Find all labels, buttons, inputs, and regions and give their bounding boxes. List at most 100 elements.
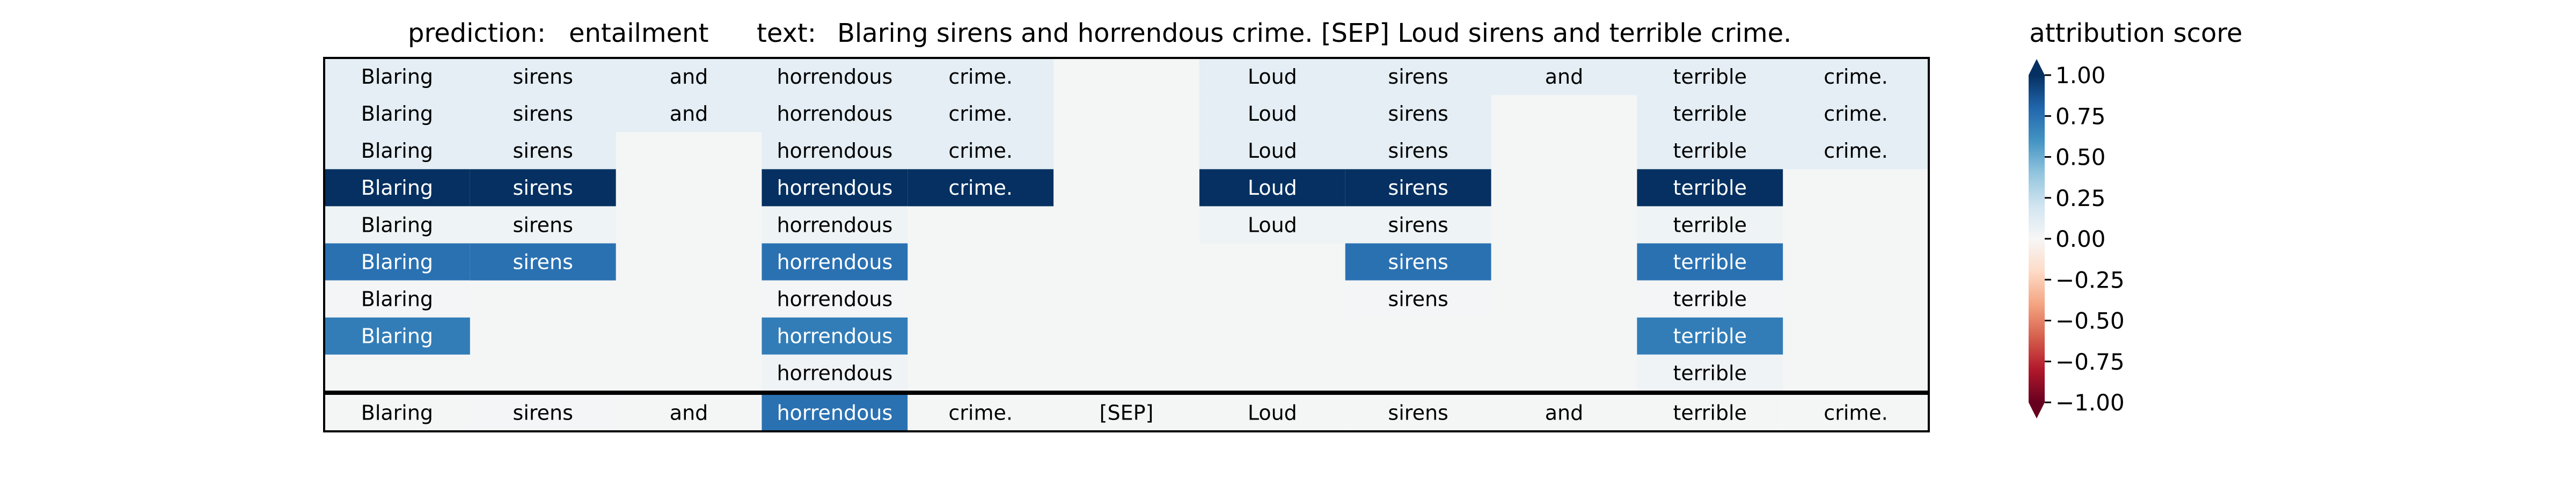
heatmap-cell (1637, 206, 1783, 244)
heatmap-cell-token: crime. (948, 65, 1013, 89)
heatmap-cell-token: and (670, 65, 708, 89)
prediction-value: entailment (569, 18, 708, 48)
colorbar-tick-label: 0.00 (2055, 226, 2106, 252)
heatmap-cell (762, 206, 908, 244)
heatmap-cell-token: Loud (1248, 139, 1297, 163)
heatmap-cell-token: horrendous (777, 65, 892, 89)
heatmap-cell-token: crime. (948, 102, 1013, 126)
colorbar-tick-label: 1.00 (2055, 62, 2106, 89)
heatmap-cell-token: crime. (948, 176, 1013, 200)
heatmap-cell-token: Blaring (361, 65, 433, 89)
heatmap-cell (324, 95, 470, 133)
heatmap-cell (470, 58, 616, 95)
heatmap-cell (324, 132, 470, 170)
heatmap-cell (1783, 58, 1929, 95)
text-value: Blaring sirens and horrendous crime. [SE… (837, 18, 1791, 48)
heatmap-cell-token: terrible (1673, 325, 1747, 348)
colorbar: 1.00 0.75 0.50 0.25 0.00 −0.25 −0.50 −0.75 −1.00 (2029, 59, 2125, 418)
colorbar-tick-label: −1.00 (2055, 390, 2125, 416)
attribution-cell (1783, 394, 1929, 431)
heatmap-cell (1199, 95, 1345, 133)
attribution-cell (1637, 394, 1783, 431)
attribution-cell (762, 394, 908, 431)
heatmap-cell-token: horrendous (777, 362, 892, 385)
heatmap-cell (908, 132, 1054, 170)
heatmap-cell (1345, 206, 1491, 244)
colorbar-title: attribution score (2029, 18, 2242, 48)
heatmap-cell-token: sirens (1388, 102, 1448, 126)
colorbar-tick-label: 0.25 (2055, 185, 2106, 211)
heatmap-cell-token: horrendous (777, 213, 892, 237)
attribution-cell-token: crime. (1824, 401, 1888, 424)
attribution-cell-token: crime. (948, 401, 1013, 424)
heatmap-cell-token: terrible (1673, 250, 1747, 274)
heatmap-cell (908, 95, 1054, 133)
heatmap-cell-token: sirens (1388, 288, 1448, 311)
heatmap-cell (1345, 169, 1491, 207)
attribution-cell-token: Blaring (361, 401, 433, 424)
attribution-cell-token: terrible (1673, 401, 1747, 424)
heatmap-cell-token: horrendous (777, 176, 892, 200)
heatmap-cell (908, 169, 1054, 207)
heatmap-cell (762, 58, 908, 95)
heatmap-cell (470, 243, 616, 281)
heatmap-cell-token: sirens (1388, 139, 1448, 163)
heatmap-cell-token: horrendous (777, 325, 892, 348)
heatmap-cell (324, 206, 470, 244)
heatmap-cell-token: Blaring (361, 213, 433, 237)
heatmap-cell (1637, 95, 1783, 133)
text-label: text: (757, 18, 816, 48)
grid-frame (323, 57, 1930, 393)
heatmap-cell-token: horrendous (777, 250, 892, 274)
heatmap-cell (616, 95, 762, 133)
heatmap-cell (324, 169, 470, 207)
colorbar-extend-top (2029, 59, 2045, 75)
heatmap-cell-token: sirens (513, 176, 573, 200)
heatmap-cell-token: terrible (1673, 139, 1747, 163)
heatmap-cell (470, 206, 616, 244)
attribution-cell-token: Loud (1248, 401, 1297, 424)
heatmap-cell (1199, 169, 1345, 207)
attribution-cell (616, 394, 762, 431)
heatmap-cell (1637, 58, 1783, 95)
attribution-cell (324, 394, 470, 431)
heatmap-cell (1345, 58, 1491, 95)
attribution-row: Blaring sirens and horrendous crime. [SEP] Lou… (324, 394, 1929, 431)
heatmap-cell-token: terrible (1673, 176, 1747, 200)
heatmap-cell (1637, 280, 1783, 318)
heatmap-cell-token: horrendous (777, 139, 892, 163)
heatmap-cell-token: Blaring (361, 176, 433, 200)
heatmap-cell (1783, 95, 1929, 133)
heatmap-cell-token: Blaring (361, 102, 433, 126)
attribution-cell-token: and (1545, 401, 1584, 424)
heatmap-cell-token: Blaring (361, 325, 433, 348)
heatmap-cell (762, 243, 908, 281)
heatmap-cell-token: Blaring (361, 250, 433, 274)
masked-token-grid: Blaring sirens and horrendous crime. Loud sire… (324, 58, 1929, 392)
heatmap-cell (762, 95, 908, 133)
heatmap-cell-token: sirens (513, 102, 573, 126)
heatmap-cell (762, 132, 908, 170)
colorbar-gradient (2029, 75, 2045, 402)
heatmap-cell-token: and (1545, 65, 1584, 89)
heatmap-cell (470, 95, 616, 133)
heatmap-cell (1637, 243, 1783, 281)
heatmap-cell (1637, 132, 1783, 170)
attribution-cell-token: and (670, 401, 708, 424)
heatmap-cell-token: crime. (1824, 139, 1888, 163)
colorbar-tick-label: −0.50 (2055, 308, 2125, 334)
heatmap-cell (470, 132, 616, 170)
heatmap-cell-token: terrible (1673, 102, 1747, 126)
heatmap-cell (324, 58, 470, 95)
heatmap-cell-token: crime. (948, 139, 1013, 163)
colorbar-tick-label: 0.75 (2055, 103, 2106, 129)
attribution-cell (1491, 394, 1637, 431)
colorbar-tick-label: 0.50 (2055, 144, 2106, 171)
heatmap-cell-token: and (670, 102, 708, 126)
attribution-cell (1199, 394, 1345, 431)
heatmap-cell-token: horrendous (777, 288, 892, 311)
heatmap-cell-token: sirens (1388, 65, 1448, 89)
colorbar-extend-bottom (2029, 402, 2045, 418)
heatmap-cell (324, 280, 470, 318)
